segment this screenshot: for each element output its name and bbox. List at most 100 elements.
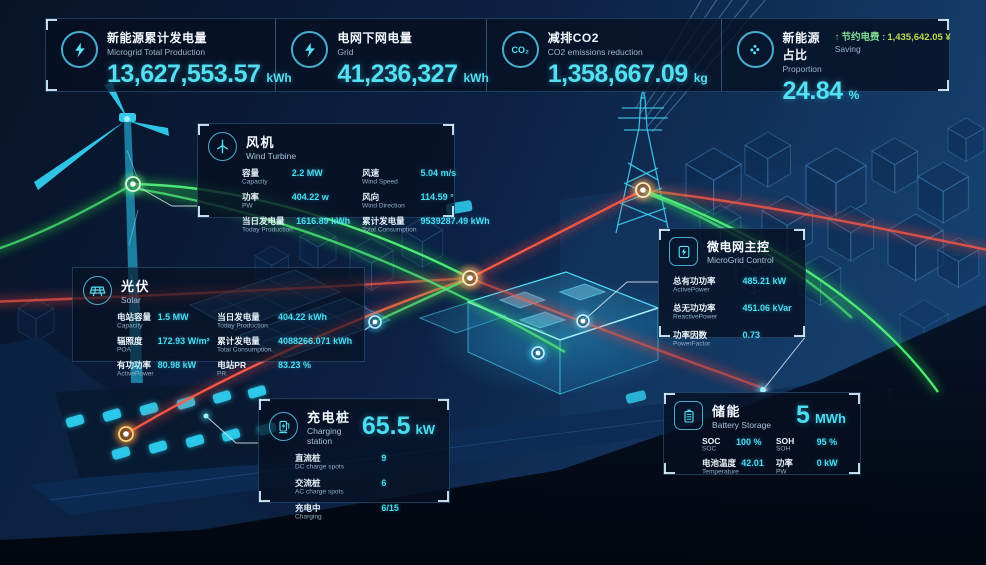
kpi-bar: 新能源累计发电量 Microgrid Total Production 13,6…	[45, 18, 951, 105]
metric-value: 6	[381, 478, 387, 488]
battery-capacity-headline: 5 MWh	[796, 401, 846, 429]
metric-row: 当日发电量 Today Production 1616.89 kWh	[242, 216, 351, 234]
saving-label-zh: 节约电费	[841, 32, 880, 43]
marker-wind-turbine[interactable]	[122, 173, 144, 195]
metric-row: 电站容量 Capacity 1.5 MW	[117, 312, 189, 330]
metric-value: 1.5 MW	[157, 312, 189, 322]
marker-transmission-tower[interactable]	[632, 179, 654, 201]
charging-power-headline: 65.5 kW	[361, 412, 435, 440]
metric-row: 风速 Wind Speed 5.04 m/s	[362, 168, 457, 186]
saving-block: ↑ 节约电费 :1,435,642.05 ¥ Saving	[835, 29, 951, 54]
panel-title: 风机 Wind Turbine	[246, 135, 297, 161]
kpi-total-production: 新能源累计发电量 Microgrid Total Production 13,6…	[46, 19, 292, 91]
saving-value: 1,435,642.05 ¥	[887, 32, 951, 43]
lightning-icon	[291, 31, 329, 68]
metric-row: 交流桩 AC charge spots 6	[295, 478, 387, 496]
metric-value: 6/15	[381, 503, 399, 513]
metric-row: 总有功功率 ActivePower 485.21 kW	[673, 276, 787, 294]
map-markers	[115, 173, 769, 445]
kpi-proportion: 新能源占比 Proportion ↑ 节约电费 :1,435,642.05 ¥ S…	[720, 19, 951, 105]
marker-solar-array[interactable]	[366, 313, 384, 331]
kpi-title-en: Proportion	[782, 64, 822, 74]
metric-row: 充电中 Charging 6/15	[295, 503, 399, 521]
up-arrow-icon: ↑	[834, 32, 840, 43]
metric-value: 9539287.49 kWh	[420, 216, 490, 226]
saving-separator: :	[882, 32, 886, 43]
kpi-title-zh: 减排CO2	[547, 31, 599, 45]
battery-storage-panel: 储能 Battery Storage 5 MWh SOC SOC 100 % SO…	[663, 392, 861, 476]
marker-parking[interactable]	[115, 423, 137, 445]
kpi-value: 24.84 %	[782, 77, 860, 105]
marker-factory-b[interactable]	[529, 344, 547, 362]
metric-row: 有功功率 ActivePower 80.98 kW	[117, 360, 197, 378]
metric-row: SOC SOC 100 %	[702, 436, 762, 453]
panel-title: 光伏 Solar	[121, 279, 151, 305]
kpi-co2-reduction: CO₂ 减排CO2 CO2 emissions reduction 1,358,…	[485, 19, 721, 91]
kpi-title-en: CO2 emissions reduction	[547, 47, 643, 57]
kpi-value: 13,627,553.57 kWh	[107, 60, 292, 88]
metric-row: 总无功功率 ReactivePower 451.06 kVar	[673, 303, 792, 321]
solar-panel: 光伏 Solar 电站容量 Capacity 1.5 MW 当日发电量 Today …	[72, 267, 365, 378]
microgrid-icon	[669, 237, 698, 266]
metric-row: SOH SOH 95 %	[775, 436, 838, 453]
metric-row: 当日发电量 Today Production 404.22 kWh	[217, 312, 328, 330]
wind-turbine-panel: 风机 Wind Turbine 容量 Capacity 2.2 MW 风速 Wind…	[197, 123, 490, 234]
kpi-grid: 电网下网电量 Grid 41,236,327 kWh	[275, 19, 489, 91]
metric-value: 5.04 m/s	[420, 168, 457, 178]
metric-row: 功率因数 PowerFactor 0.73	[673, 330, 761, 348]
metric-value: 42.01	[741, 458, 764, 468]
panel-title: 微电网主控 MicroGrid Control	[707, 240, 774, 265]
foreground-shadow	[0, 305, 986, 565]
lightning-icon	[61, 31, 98, 68]
metric-row: 电池温度 Temperature 42.01	[702, 458, 764, 476]
metric-value: 451.06 kVar	[742, 303, 792, 313]
metric-value: 80.98 kW	[157, 360, 197, 370]
metric-value: 4088266.071 kWh	[278, 336, 353, 346]
kpi-title-en: Grid	[337, 47, 354, 57]
co2-icon: CO₂	[501, 31, 539, 68]
proportion-icon	[736, 31, 774, 68]
charging-station-panel: 充电桩 Charging station 65.5 kW 直流桩 DC charg…	[258, 398, 450, 521]
panel-title: 储能 Battery Storage	[712, 404, 772, 430]
marker-grid-hub[interactable]	[458, 266, 482, 290]
microgrid-control-panel: 微电网主控 MicroGrid Control 总有功功率 ActivePower…	[658, 228, 806, 348]
kpi-title-zh: 新能源累计发电量	[107, 31, 208, 45]
metric-row: 功率 PW 0 kW	[775, 458, 838, 476]
factory-building	[418, 271, 695, 397]
metric-value: 83.23 %	[278, 360, 312, 370]
metric-value: 114.59 °	[420, 192, 454, 202]
metric-row: 累计发电量 Total Consumption 4088266.071 kWh	[217, 336, 353, 354]
battery-icon	[674, 401, 703, 430]
kpi-title-en: Microgrid Total Production	[107, 47, 206, 57]
metric-row: 直流桩 DC charge spots 9	[295, 453, 387, 471]
metric-value: 404.22 kWh	[278, 312, 328, 322]
ev-charger-icon	[269, 412, 298, 441]
metric-value: 100 %	[736, 437, 762, 447]
saving-label-en: Saving	[834, 44, 861, 54]
kpi-title-zh: 电网下网电量	[337, 31, 413, 45]
metric-value: 404.22 w	[291, 192, 329, 202]
metric-row: 功率 PW 404.22 w	[242, 192, 329, 210]
metric-value: 95 %	[816, 437, 838, 447]
metric-row: 风向 Wind Direction 114.59 °	[362, 192, 454, 210]
wind-turbine-icon	[208, 132, 237, 161]
metric-value: 485.21 kW	[742, 276, 787, 286]
charging-link-dot	[201, 411, 211, 421]
panel-title: 充电桩 Charging station	[307, 410, 351, 446]
metric-row: 累计发电量 Total Consumption 9539287.49 kWh	[362, 216, 490, 234]
marker-factory-a[interactable]	[574, 312, 592, 330]
kpi-title-zh: 新能源占比	[782, 31, 821, 62]
metric-value: 9	[381, 453, 387, 463]
metric-value: 0 kW	[816, 458, 838, 468]
metric-value: 1616.89 kWh	[296, 216, 351, 226]
metric-value: 2.2 MW	[291, 168, 323, 178]
kpi-value: 41,236,327 kWh	[337, 60, 489, 88]
metric-row: 电站PR PR 83.23 %	[217, 360, 312, 378]
kpi-value: 1,358,667.09 kg	[547, 60, 708, 88]
metric-row: 容量 Capacity 2.2 MW	[242, 168, 323, 186]
metric-value: 172.93 W/m²	[157, 336, 210, 346]
solar-panel-icon	[83, 276, 112, 305]
metric-value: 0.73	[742, 330, 761, 340]
metric-row: 辐照度 POA 172.93 W/m²	[117, 336, 210, 354]
